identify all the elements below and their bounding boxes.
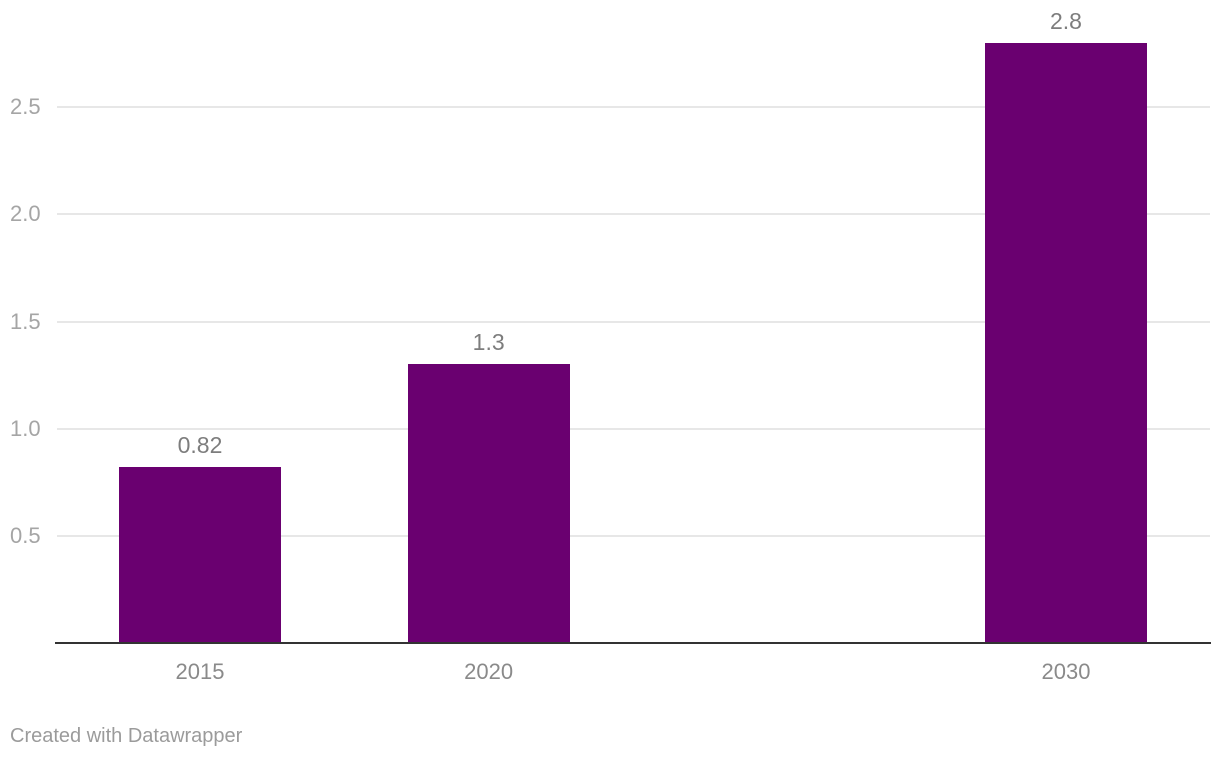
- gridline: [57, 106, 1210, 109]
- x-tick-label: 2020: [464, 659, 514, 684]
- gridline: [57, 534, 1210, 537]
- y-tick-label: 1.0: [10, 415, 41, 441]
- datawrapper-credit: Created with Datawrapper: [10, 725, 243, 747]
- y-tick-label: 0.5: [10, 522, 41, 548]
- y-tick-label: 2.0: [10, 201, 41, 227]
- y-tick-label: 1.5: [10, 308, 41, 334]
- bar-value-label: 0.82: [177, 432, 223, 459]
- bar-value-label: 2.8: [1050, 8, 1082, 34]
- gridline: [57, 320, 1210, 323]
- bar-value-label: 1.3: [472, 329, 505, 356]
- y-tick-label: 2.5: [10, 94, 41, 120]
- x-tick-label: 2030: [1041, 659, 1091, 684]
- gridline: [57, 427, 1210, 430]
- x-tick-label: 2015: [175, 659, 225, 684]
- bar-2020: [407, 364, 570, 643]
- bar-2015: [119, 467, 281, 643]
- x-axis-line: [55, 642, 1211, 644]
- bar-2030: [985, 43, 1147, 643]
- gridline: [57, 213, 1210, 216]
